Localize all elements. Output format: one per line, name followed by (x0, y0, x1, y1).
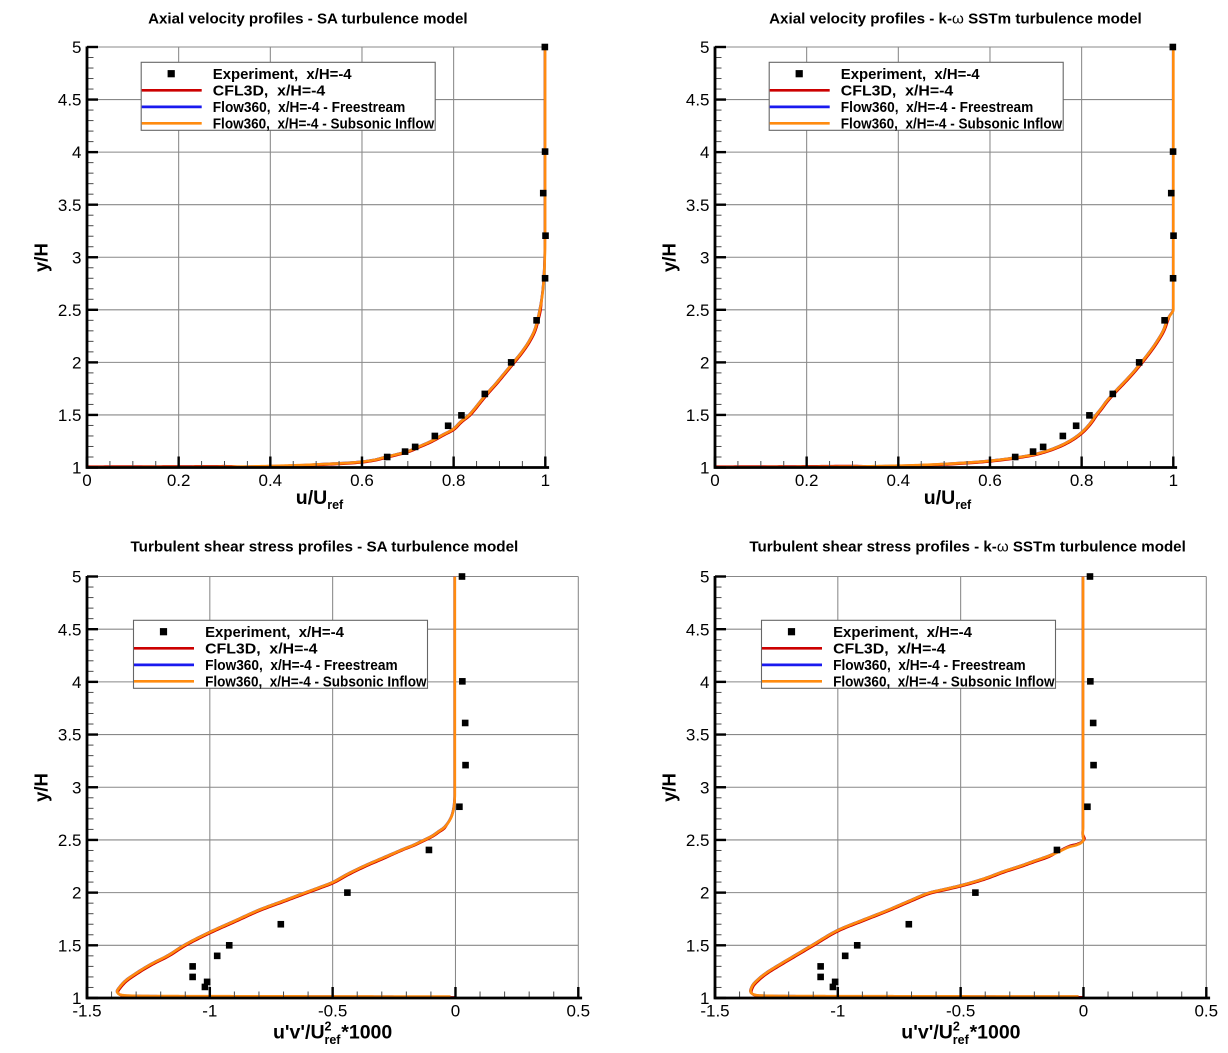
svg-text:0.6: 0.6 (978, 471, 1002, 490)
svg-text:3: 3 (700, 248, 709, 267)
svg-text:Flow360, x/H=-4 - Freestream: Flow360, x/H=-4 - Freestream (841, 99, 1034, 116)
svg-text:3.5: 3.5 (58, 196, 82, 215)
svg-text:0.4: 0.4 (258, 471, 282, 490)
svg-text:Axial velocity profiles - SA t: Axial velocity profiles - SA turbulence … (148, 11, 468, 28)
svg-text:-1.5: -1.5 (700, 1001, 729, 1020)
svg-text:3: 3 (72, 778, 81, 797)
svg-text:3.5: 3.5 (686, 726, 710, 745)
svg-text:1: 1 (700, 459, 709, 478)
svg-text:5: 5 (72, 568, 81, 587)
svg-text:5: 5 (72, 38, 81, 57)
svg-text:Experiment, x/H=-4: Experiment, x/H=-4 (205, 624, 344, 641)
svg-text:CFL3D, x/H=-4: CFL3D, x/H=-4 (205, 641, 318, 658)
svg-text:4: 4 (72, 143, 81, 162)
svg-text:Flow360, x/H=-4 - Subsonic In: Flow360, x/H=-4 - Subsonic Inflow (833, 674, 1055, 691)
svg-text:y/H: y/H (30, 773, 51, 802)
svg-text:CFL3D, x/H=-4: CFL3D, x/H=-4 (213, 83, 326, 100)
svg-text:4.5: 4.5 (686, 91, 710, 110)
svg-text:2: 2 (700, 884, 709, 903)
svg-text:y/H: y/H (658, 773, 679, 802)
svg-text:1.5: 1.5 (686, 406, 710, 425)
svg-text:0: 0 (451, 1001, 460, 1020)
svg-text:Flow360, x/H=-4 - Subsonic In: Flow360, x/H=-4 - Subsonic Inflow (841, 116, 1063, 133)
svg-text:2.5: 2.5 (686, 301, 710, 320)
svg-text:4.5: 4.5 (58, 91, 82, 110)
svg-text:0.6: 0.6 (350, 471, 374, 490)
svg-text:1: 1 (1169, 471, 1178, 490)
svg-text:-1: -1 (830, 1001, 845, 1020)
svg-text:Flow360, x/H=-4 - Freestream: Flow360, x/H=-4 - Freestream (833, 657, 1026, 674)
svg-text:-1: -1 (202, 1001, 217, 1020)
svg-text:Experiment, x/H=-4: Experiment, x/H=-4 (213, 66, 352, 83)
svg-text:Turbulent shear stress profile: Turbulent shear stress profiles - k-ω SS… (749, 538, 1185, 555)
svg-text:2: 2 (72, 884, 81, 903)
svg-text:y/H: y/H (658, 243, 679, 272)
svg-text:-1.5: -1.5 (72, 1001, 101, 1020)
svg-text:2: 2 (72, 353, 81, 372)
svg-text:3.5: 3.5 (58, 726, 82, 745)
svg-text:Experiment, x/H=-4: Experiment, x/H=-4 (841, 66, 980, 83)
svg-text:2.5: 2.5 (58, 831, 82, 850)
svg-text:4.5: 4.5 (58, 620, 82, 639)
svg-text:1: 1 (72, 989, 81, 1008)
svg-text:2.5: 2.5 (686, 831, 710, 850)
svg-text:Flow360, x/H=-4 - Subsonic In: Flow360, x/H=-4 - Subsonic Inflow (213, 116, 435, 133)
svg-text:4: 4 (700, 673, 709, 692)
svg-text:4.5: 4.5 (686, 620, 710, 639)
svg-text:Experiment, x/H=-4: Experiment, x/H=-4 (833, 624, 972, 641)
svg-text:0: 0 (82, 471, 91, 490)
svg-text:0.8: 0.8 (442, 471, 466, 490)
svg-text:0: 0 (1079, 1001, 1088, 1020)
svg-text:Axial velocity profiles - k-ω: Axial velocity profiles - k-ω SSTm turbu… (769, 11, 1142, 28)
svg-text:CFL3D, x/H=-4: CFL3D, x/H=-4 (841, 83, 954, 100)
svg-text:2.5: 2.5 (58, 301, 82, 320)
svg-text:1: 1 (72, 459, 81, 478)
svg-text:Flow360, x/H=-4 - Freestream: Flow360, x/H=-4 - Freestream (205, 657, 398, 674)
svg-text:-0.5: -0.5 (318, 1001, 347, 1020)
svg-text:0.8: 0.8 (1070, 471, 1094, 490)
svg-text:3.5: 3.5 (686, 196, 710, 215)
svg-text:0.5: 0.5 (566, 1001, 590, 1020)
svg-text:0.2: 0.2 (795, 471, 819, 490)
svg-text:0: 0 (710, 471, 719, 490)
svg-text:0.4: 0.4 (886, 471, 910, 490)
svg-text:0.5: 0.5 (1194, 1001, 1218, 1020)
svg-text:5: 5 (700, 38, 709, 57)
svg-text:Flow360, x/H=-4 - Subsonic In: Flow360, x/H=-4 - Subsonic Inflow (205, 674, 427, 691)
svg-text:1: 1 (700, 989, 709, 1008)
svg-text:3: 3 (700, 778, 709, 797)
svg-text:Turbulent shear stress profile: Turbulent shear stress profiles - SA tur… (131, 538, 519, 555)
svg-text:CFL3D, x/H=-4: CFL3D, x/H=-4 (833, 641, 946, 658)
svg-text:y/H: y/H (30, 243, 51, 272)
svg-text:4: 4 (72, 673, 81, 692)
svg-text:5: 5 (700, 568, 709, 587)
svg-text:1.5: 1.5 (58, 406, 82, 425)
svg-text:3: 3 (72, 248, 81, 267)
svg-text:1.5: 1.5 (58, 936, 82, 955)
svg-text:0.2: 0.2 (167, 471, 191, 490)
svg-text:Flow360, x/H=-4 - Freestream: Flow360, x/H=-4 - Freestream (213, 99, 405, 116)
svg-text:2: 2 (700, 353, 709, 372)
svg-text:1: 1 (541, 471, 550, 490)
svg-text:4: 4 (700, 143, 709, 162)
svg-text:1.5: 1.5 (686, 936, 710, 955)
svg-text:-0.5: -0.5 (946, 1001, 975, 1020)
